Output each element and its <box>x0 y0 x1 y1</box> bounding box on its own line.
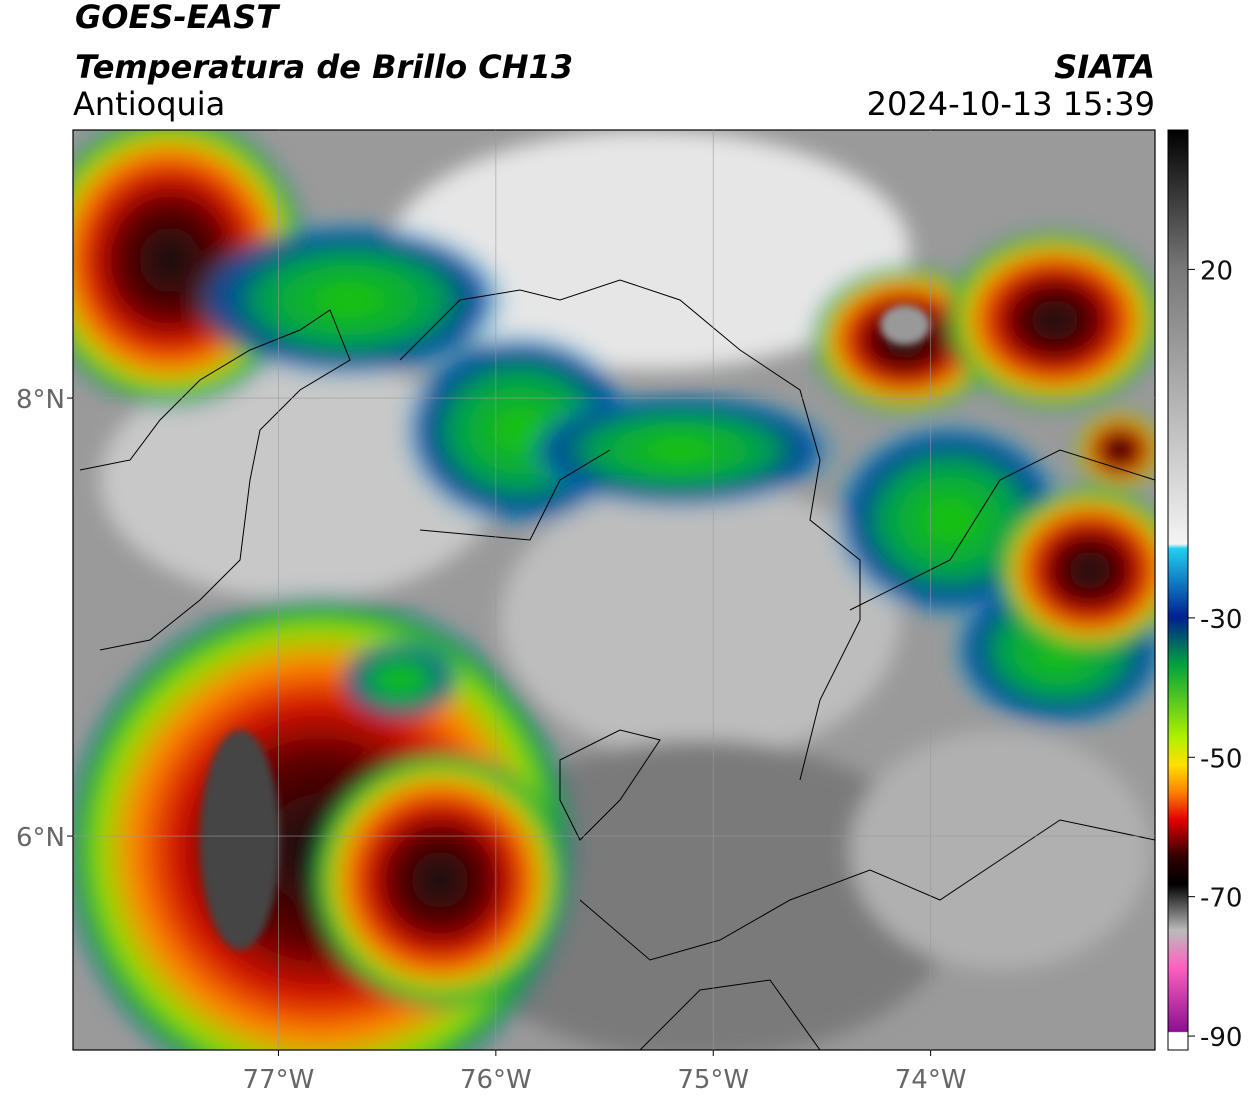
map-frame <box>72 129 1156 1051</box>
x-tick-label: 74°W <box>895 1065 967 1095</box>
colorbar-tick-label: -30 <box>1200 605 1242 635</box>
timestamp: 2024-10-13 15:39 <box>867 85 1155 123</box>
title: GOES-EAST <box>75 0 280 36</box>
satellite-image <box>73 130 1155 1050</box>
source: SIATA <box>1054 48 1155 86</box>
y-tick-label: 8°N <box>16 385 65 415</box>
colorbar-tick-label: 20 <box>1200 256 1233 286</box>
x-tick-label: 77°W <box>243 1065 315 1095</box>
subtitle: Temperatura de Brillo CH13 <box>75 48 573 86</box>
region: Antioquia <box>73 85 225 123</box>
colorbar-tick-label: -50 <box>1200 744 1242 774</box>
y-tick-label: 6°N <box>16 823 65 853</box>
colorbar-tick-label: -70 <box>1200 884 1242 914</box>
x-tick-label: 75°W <box>677 1065 749 1095</box>
x-tick-label: 76°W <box>460 1065 532 1095</box>
colorbar <box>1167 129 1189 1051</box>
colorbar-tick-label: -90 <box>1200 1023 1242 1053</box>
